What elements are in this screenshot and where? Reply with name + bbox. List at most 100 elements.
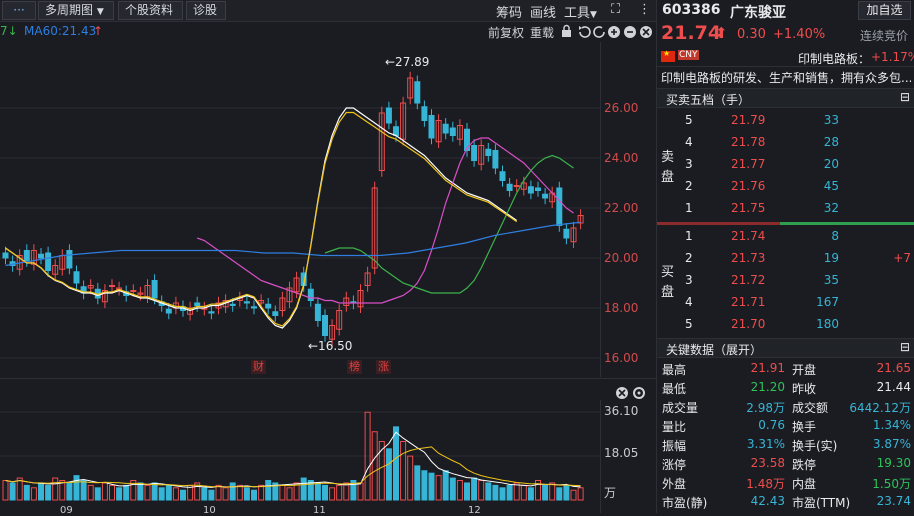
- panel-divider: [656, 0, 657, 513]
- close-icon[interactable]: [640, 26, 652, 38]
- ma-fast-line: [5, 107, 518, 329]
- candle-body: [435, 120, 442, 143]
- ask-volume: 32: [823, 201, 839, 215]
- volume-bar: [464, 482, 470, 501]
- expand-icon[interactable]: ⛶: [611, 2, 621, 17]
- key-value: 1.48万: [746, 477, 785, 491]
- event-marker-limit-up[interactable]: 涨: [376, 360, 391, 374]
- candle-body: [293, 277, 300, 293]
- ask-price[interactable]: 21.75: [731, 201, 766, 215]
- axis-divider: [600, 42, 601, 377]
- candle-body: [506, 183, 513, 191]
- lock-icon[interactable]: [562, 24, 571, 38]
- candle-body: [208, 311, 215, 314]
- volume-bar: [549, 482, 556, 501]
- menu-icon[interactable]: ···: [2, 1, 36, 20]
- collapse-icon[interactable]: ⊟: [900, 90, 911, 104]
- event-marker-financial[interactable]: 财: [251, 360, 266, 374]
- volume-bar: [87, 484, 94, 501]
- candle-body: [400, 102, 407, 140]
- tools-dropdown[interactable]: 工具▼: [564, 2, 597, 21]
- diagnose-button[interactable]: 诊股: [186, 1, 226, 20]
- volume-bar: [151, 482, 158, 501]
- company-description: 印制电路板的研发、生产和销售，拥有众多包...: [661, 71, 911, 85]
- volume-bar: [158, 487, 165, 501]
- ask-volume: 28: [823, 135, 839, 149]
- volume-bar: [137, 482, 144, 501]
- sector-name[interactable]: 印制电路板：: [798, 52, 871, 66]
- undo-icon[interactable]: [579, 26, 591, 38]
- volume-bar: [201, 487, 208, 501]
- x-label: 09: [60, 505, 73, 516]
- candle-body: [73, 271, 80, 284]
- chart-toolbar: ··· 多周期图 ▼ 个股资料 诊股 筹码 画线 工具▼ ⛶ ⋮: [0, 0, 656, 22]
- key-label: 成交量: [662, 401, 699, 415]
- volume-bar: [251, 489, 257, 501]
- bid-price[interactable]: 21.73: [731, 251, 766, 265]
- candle-body: [243, 301, 250, 304]
- key-value: 3.31%: [746, 437, 785, 451]
- bid-volume: 167: [816, 295, 839, 309]
- stock-code: 603386: [662, 2, 721, 18]
- bid-price[interactable]: 21.72: [731, 273, 766, 287]
- ask-price[interactable]: 21.79: [731, 113, 766, 127]
- key-label: 内盘: [792, 477, 817, 491]
- ma60-line: [5, 221, 581, 267]
- currency-badge: CNY: [678, 50, 699, 60]
- order-book-header[interactable]: 买卖五档（手） ⊟: [657, 88, 914, 108]
- more-icon[interactable]: ⋮: [638, 2, 651, 17]
- period-dropdown[interactable]: 多周期图 ▼: [38, 1, 114, 20]
- settings-icon[interactable]: [633, 387, 645, 399]
- volume-bar: [329, 487, 336, 501]
- candle-body: [393, 126, 399, 136]
- volume-bar: [243, 487, 250, 501]
- bid-volume: 19: [823, 251, 839, 265]
- volume-tick: 18.05: [604, 446, 639, 460]
- volume-chart[interactable]: [0, 400, 600, 513]
- ask-price[interactable]: 21.77: [731, 157, 766, 171]
- buy-pressure-bar: [780, 222, 914, 225]
- close-icon[interactable]: [616, 387, 628, 399]
- add-watchlist-button[interactable]: 加自选: [858, 1, 911, 20]
- key-value: 2.98万: [746, 401, 785, 415]
- volume-bar: [407, 455, 414, 501]
- zoom-out-icon[interactable]: [624, 26, 636, 38]
- fuquan-button[interactable]: 前复权: [488, 26, 525, 40]
- ask-price[interactable]: 21.78: [731, 135, 766, 149]
- ask-level: 1: [685, 201, 693, 215]
- volume-bar: [506, 484, 513, 501]
- candle-body: [30, 250, 37, 265]
- redo-icon[interactable]: [593, 26, 605, 38]
- bid-level: 2: [685, 251, 693, 265]
- bid-price[interactable]: 21.70: [731, 317, 766, 331]
- candle-body: [385, 107, 392, 124]
- zoom-in-icon[interactable]: [608, 26, 620, 38]
- chip-button[interactable]: 筹码: [496, 6, 523, 21]
- volume-bar: [208, 489, 215, 501]
- trading-status: 连续竞价: [860, 29, 909, 43]
- x-label: 10: [203, 505, 216, 516]
- bid-price[interactable]: 21.71: [731, 295, 766, 309]
- stock-info-button[interactable]: 个股资料: [118, 1, 183, 20]
- event-marker-rank[interactable]: 榜: [347, 360, 362, 374]
- key-label: 外盘: [662, 477, 687, 491]
- ask-volume: 33: [823, 113, 839, 127]
- key-data-header[interactable]: 关键数据（展开） ⊟: [657, 338, 914, 358]
- candle-body: [563, 228, 570, 239]
- reload-button[interactable]: 重载: [530, 26, 555, 40]
- candle-body: [456, 125, 463, 140]
- bid-price[interactable]: 21.74: [731, 229, 766, 243]
- chart-controls: [562, 24, 652, 38]
- volume-bar: [449, 477, 456, 501]
- volume-bar: [165, 484, 172, 501]
- low-price-label: ←16.50: [308, 339, 353, 353]
- collapse-icon[interactable]: ⊟: [900, 340, 911, 354]
- key-label: 换手(实): [792, 439, 838, 453]
- y-tick: 26.00: [604, 101, 639, 115]
- candlestick-chart[interactable]: [0, 42, 600, 372]
- ask-price[interactable]: 21.76: [731, 179, 766, 193]
- key-label: 市盈(TTM): [792, 496, 851, 510]
- volume-bar: [570, 489, 577, 501]
- draw-line-button[interactable]: 画线: [530, 6, 557, 21]
- quote-panel: 603386 广东骏亚 加自选 21.74 ⬆ 0.30 +1.40% 连续竞价…: [657, 0, 914, 513]
